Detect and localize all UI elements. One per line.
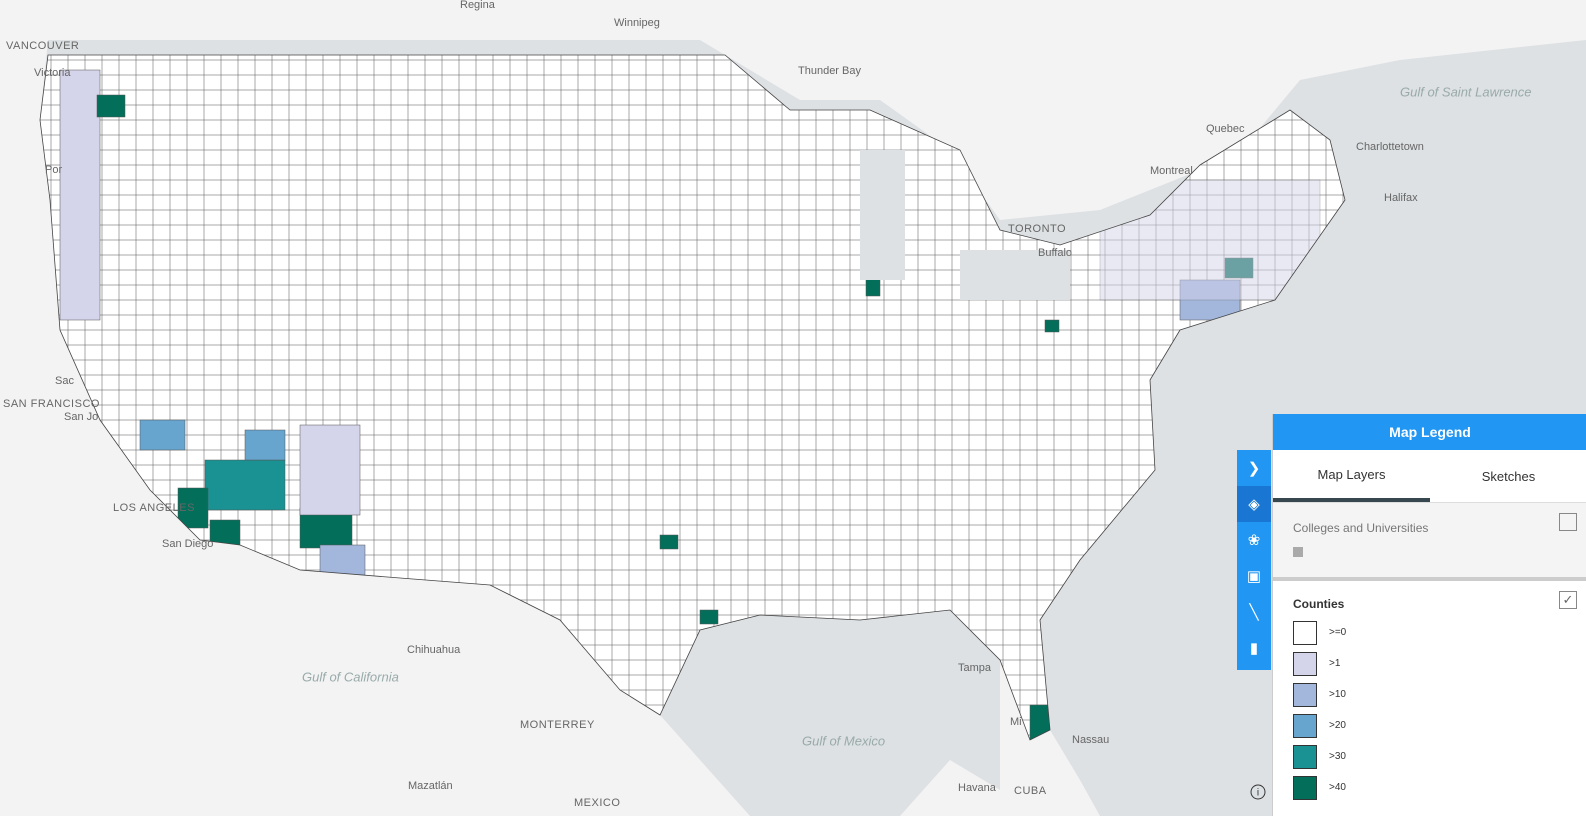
layer: Counties ✓ >=0 >1 >10 >20 >30 >40 <box>1273 581 1586 813</box>
checkbox[interactable]: ✓ <box>1559 591 1577 609</box>
tab[interactable]: Sketches <box>1481 468 1536 484</box>
swatch <box>1293 713 1317 738</box>
collapse-button[interactable]: ❯ <box>1247 460 1261 477</box>
place-label: Nassau <box>1072 734 1109 746</box>
tools-button[interactable]: ❀ <box>1247 532 1261 549</box>
legend-title: Map Legend <box>1273 414 1586 450</box>
legend-classes: >=0 >1 >10 >20 >30 >40 <box>1293 617 1567 803</box>
place-label: Gulf of Mexico <box>802 733 885 748</box>
info-button[interactable] <box>1250 784 1266 800</box>
swatch <box>1293 620 1317 645</box>
place-label: Por <box>45 164 62 176</box>
place-label: Sac <box>55 375 74 387</box>
place-label: LOS ANGELES <box>113 502 195 514</box>
land <box>0 0 1586 220</box>
place-label: Regina <box>460 0 496 11</box>
info-icon[interactable]: i <box>1257 788 1259 799</box>
place-label: TORONTO <box>1008 223 1066 235</box>
bookmark-button[interactable]: ▮ <box>1249 640 1259 657</box>
class-label: >1 <box>1329 658 1341 669</box>
place-label: Havana <box>958 782 997 794</box>
class-label: >10 <box>1329 689 1346 700</box>
place-label: Gulf of Saint Lawrence <box>1400 84 1532 99</box>
layer-name: Colleges and Universities <box>1293 521 1429 535</box>
place-label: SAN FRANCISCO <box>3 398 100 410</box>
county-fills <box>59 69 1321 740</box>
legend-row: >20 <box>1293 710 1567 741</box>
place-label: Buffalo <box>1038 247 1072 259</box>
lake <box>860 150 905 280</box>
place-label: San Jo <box>64 411 98 423</box>
place-label: Charlottetown <box>1356 141 1424 153</box>
legend-row: >1 <box>1293 648 1567 679</box>
place-label: CUBA <box>1014 785 1047 797</box>
swatch <box>1293 651 1317 676</box>
place-label: Halifax <box>1384 192 1418 204</box>
swatch <box>1293 682 1317 707</box>
place-label: VANCOUVER <box>6 40 79 52</box>
place-label: San Diego <box>162 538 213 550</box>
place-label: Mazatlán <box>408 780 453 792</box>
legend-row: >40 <box>1293 772 1567 803</box>
legend-row: >=0 <box>1293 617 1567 648</box>
legend-row: >10 <box>1293 679 1567 710</box>
legend-panel: Map Legend Map Layers Sketches Colleges … <box>1272 414 1586 816</box>
place-label: Tampa <box>958 662 992 674</box>
layer-symbol <box>1293 547 1303 557</box>
border <box>39 54 1346 741</box>
class-label: >40 <box>1329 782 1346 793</box>
class-label: >30 <box>1329 751 1346 762</box>
layers-button[interactable]: ◈ <box>1237 486 1271 522</box>
layer: Colleges and Universities <box>1273 503 1586 581</box>
place-label: MONTERREY <box>520 719 595 731</box>
class-label: >=0 <box>1329 627 1347 638</box>
layer-name: Counties <box>1293 597 1345 611</box>
class-label: >20 <box>1329 720 1346 731</box>
land <box>0 40 750 816</box>
place-label: Winnipeg <box>614 17 660 29</box>
place-label: Montreal <box>1150 165 1193 177</box>
land <box>900 660 1100 816</box>
checkbox[interactable] <box>1559 513 1577 531</box>
basemap-button[interactable]: ▣ <box>1246 568 1262 585</box>
place-label: MEXICO <box>574 797 620 809</box>
place-label: Victoria <box>34 67 71 79</box>
legend-row: >30 <box>1293 741 1567 772</box>
measure-button[interactable]: ╲ <box>1249 604 1259 621</box>
toolbar: ❯ ◈ ❀ ▣ ╲ ▮ <box>1237 450 1271 670</box>
place-labels: Regina Winnipeg VANCOUVER Victoria Thund… <box>3 0 1532 809</box>
tab[interactable]: Map Layers <box>1273 450 1430 502</box>
place-label: Thunder Bay <box>798 65 861 77</box>
place-label: Quebec <box>1206 123 1245 135</box>
place-label: Mi <box>1010 716 1022 728</box>
place-label: Gulf of California <box>302 669 399 684</box>
swatch <box>1293 775 1317 800</box>
swatch <box>1293 744 1317 769</box>
place-label: Chihuahua <box>407 644 461 656</box>
lake <box>960 250 1070 300</box>
tabs: Map Layers Sketches <box>1273 450 1586 503</box>
